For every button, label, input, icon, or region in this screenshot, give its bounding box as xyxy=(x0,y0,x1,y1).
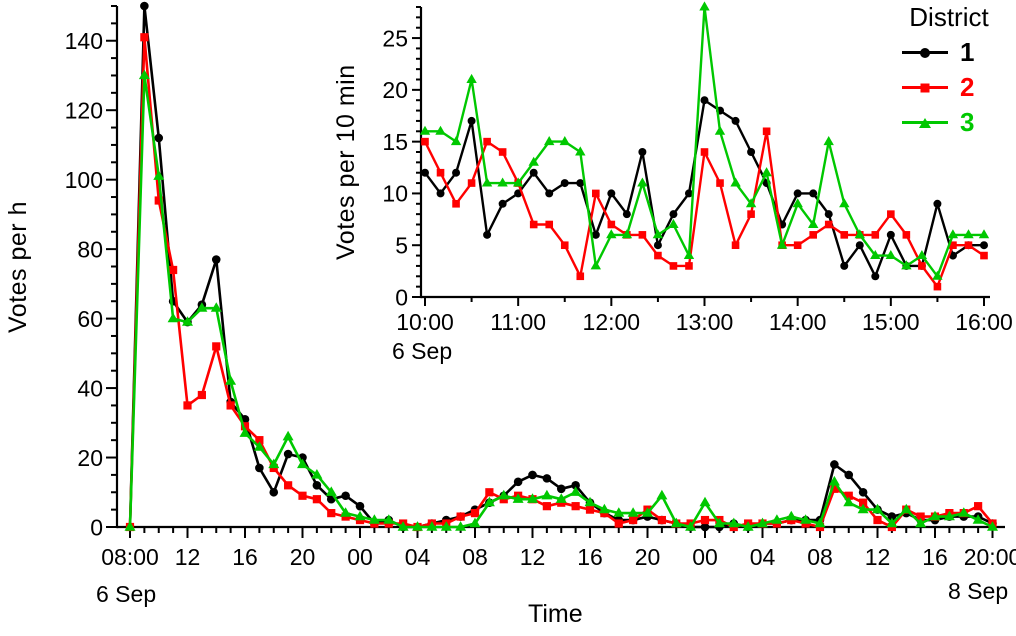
district-1-line-swatch xyxy=(902,47,948,58)
main-y-tick-label: 100 xyxy=(65,167,103,193)
main-x-tick-label: 08:00 xyxy=(101,544,159,570)
inset-y-tick-label: 15 xyxy=(382,129,408,155)
legend-item-district-1: 1 xyxy=(884,35,1014,70)
main-x-tick-label: 08 xyxy=(462,544,488,570)
legend-item-label: 1 xyxy=(960,37,975,67)
main-x-tick-label: 00 xyxy=(692,544,718,570)
legend-item-label: 3 xyxy=(960,107,975,137)
inset-y-tick-label: 10 xyxy=(382,181,408,207)
inset-x-tick-label: 13:00 xyxy=(676,309,734,335)
inset-y-tick-label: 5 xyxy=(395,232,408,258)
main-y-tick-label: 80 xyxy=(77,236,103,262)
main-x-axis-title: Time xyxy=(528,600,583,628)
main-x-tick-label: 16 xyxy=(922,544,948,570)
district-2-line-swatch xyxy=(902,83,948,92)
main-tick-labels: 08:00 12 16 20 00 04 08 12 16 20 00 04 08 12 16 20:0002… xyxy=(65,28,1016,570)
inset-date-label: 6 Sep xyxy=(392,338,453,364)
main-x-tick-label: 00 xyxy=(347,544,373,570)
inset-chart: 10:00 11:00 12:00 13:00 14:00 15:00 16:00 0 5 10 1… xyxy=(382,1,1013,335)
main-x-tick-label: 16 xyxy=(577,544,603,570)
inset-x-tick-label: 10:00 xyxy=(396,309,454,335)
main-x-tick-label: 04 xyxy=(750,544,776,570)
inset-y-tick-label: 0 xyxy=(395,284,408,310)
inset-x-tick-label: 12:00 xyxy=(583,309,641,335)
main-series-district-3 xyxy=(124,69,998,531)
district-2-square-marker-icon xyxy=(920,83,930,92)
main-x-tick-label: 12 xyxy=(175,544,201,570)
inset-x-tick-label: 16:00 xyxy=(955,309,1013,335)
main-x-tick-label: 16 xyxy=(232,544,258,570)
legend-title: District xyxy=(909,2,989,32)
main-y-tick-label: 20 xyxy=(77,445,103,471)
district-3-triangle-marker-icon xyxy=(919,117,931,128)
inset-series-district-3 xyxy=(419,1,990,280)
inset-x-tick-label: 15:00 xyxy=(862,309,920,335)
district-1-circle-marker-icon xyxy=(920,47,930,58)
inset-y-tick-label: 20 xyxy=(382,77,408,103)
main-chart: 08:00 12 16 20 00 04 08 12 16 20 00 04 08 12 16 20:0002… xyxy=(65,1,1016,570)
inset-x-tick-label: 11:00 xyxy=(490,309,546,335)
legend-item-district-3: 3 xyxy=(884,105,1014,140)
inset-ticks xyxy=(412,6,985,306)
main-x-tick-label: 12 xyxy=(520,544,546,570)
inset-x-tick-label: 14:00 xyxy=(769,309,827,335)
inset-y-axis-title: Votes per 10 min xyxy=(332,64,360,260)
main-y-tick-label: 40 xyxy=(77,375,103,401)
main-ticks xyxy=(106,5,994,538)
main-y-tick-label: 140 xyxy=(65,28,103,54)
main-x-tick-label: 20 xyxy=(635,544,661,570)
legend-item-district-2: 2 xyxy=(884,70,1014,105)
main-start-date-label: 6 Sep xyxy=(96,581,157,607)
main-y-tick-label: 120 xyxy=(65,97,103,123)
legend: District 1 2 3 xyxy=(884,2,1014,140)
main-y-tick-label: 0 xyxy=(90,514,103,540)
main-x-tick-label: 20 xyxy=(290,544,316,570)
main-series-district-1 xyxy=(125,1,997,532)
main-x-tick-label: 04 xyxy=(405,544,431,570)
main-end-date-label: 8 Sep xyxy=(948,578,1009,604)
legend-item-label: 2 xyxy=(960,72,975,102)
main-y-axis-title: Votes per h xyxy=(4,201,32,334)
main-y-tick-label: 60 xyxy=(77,306,103,332)
main-x-tick-label: 08 xyxy=(807,544,833,570)
district-3-line-swatch xyxy=(902,117,948,128)
inset-y-tick-label: 25 xyxy=(382,25,408,51)
main-x-tick-label: 12 xyxy=(865,544,891,570)
main-x-tick-label: 20:00 xyxy=(964,544,1016,570)
inset-tick-labels: 10:00 11:00 12:00 13:00 14:00 15:00 16:00 0 5 10 1… xyxy=(382,25,1012,335)
